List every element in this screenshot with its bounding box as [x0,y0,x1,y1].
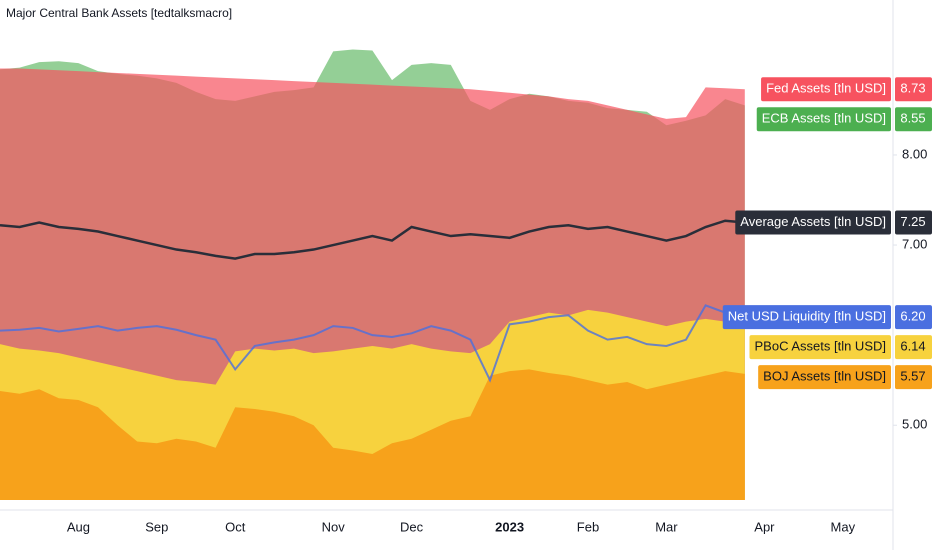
legend-label: Average Assets [tln USD] [740,214,886,229]
legend-label-box [761,77,891,102]
legend-label-box [758,365,891,390]
x-tick-label: Aug [67,519,90,534]
value-label: 8.55 [900,111,925,126]
legend-label: Fed Assets [tln USD] [766,81,886,96]
value-label: 8.73 [900,81,925,96]
value-label: 6.14 [900,339,925,354]
value-label-box [895,107,932,132]
x-tick-label: Apr [754,519,775,534]
x-tick-label: Nov [322,519,346,534]
chart-title: Major Central Bank Assets [tedtalksmacro… [6,6,232,20]
value-label-box [895,335,932,360]
legend-label-box [722,305,891,330]
value-label: 5.57 [900,369,925,384]
area [0,369,745,500]
y-tick-label: 8.00 [902,146,927,161]
plot-area [0,49,746,500]
line [0,304,746,383]
x-tick-label: Feb [577,519,599,534]
x-tick-label: Sep [145,519,168,534]
line [0,219,745,260]
x-tick-label: Oct [225,519,246,534]
legend-label: PBoC Assets [tln USD] [755,339,887,354]
value-label-box [895,365,932,390]
y-tick-label: 5.00 [902,417,927,432]
value-label-box [895,77,932,102]
legend-label: Net USD Liquidity [tln USD] [728,309,886,324]
legend-label: BOJ Assets [tln USD] [763,369,886,384]
x-tick-label: May [831,519,856,534]
x-tick-label: Mar [655,519,678,534]
legend-label-box [756,107,891,132]
legend-label-box [735,210,891,235]
x-tick-label: 2023 [495,519,524,534]
y-tick-label: 7.00 [902,236,927,251]
value-label-box [895,305,932,330]
value-label: 7.25 [900,214,925,229]
x-tick-label: Dec [400,519,424,534]
legend-label: ECB Assets [tln USD] [762,111,886,126]
value-label-box [895,210,932,235]
legend-label-box [749,335,891,360]
value-label: 6.20 [900,309,925,324]
